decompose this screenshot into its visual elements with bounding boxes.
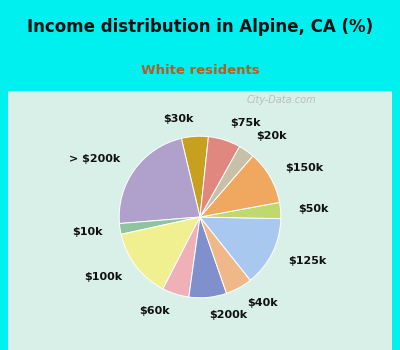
Text: $75k: $75k — [230, 118, 260, 128]
Text: $50k: $50k — [298, 204, 329, 214]
Text: $100k: $100k — [84, 272, 122, 282]
Text: $150k: $150k — [286, 163, 324, 173]
Text: City-Data.com: City-Data.com — [247, 95, 316, 105]
Wedge shape — [119, 138, 200, 224]
Wedge shape — [200, 202, 281, 219]
Text: $20k: $20k — [256, 131, 287, 141]
Text: White residents: White residents — [141, 64, 259, 77]
Wedge shape — [200, 136, 240, 217]
Text: $10k: $10k — [72, 226, 102, 237]
Text: $125k: $125k — [288, 256, 327, 266]
Wedge shape — [200, 156, 280, 217]
Wedge shape — [181, 136, 208, 217]
Text: Income distribution in Alpine, CA (%): Income distribution in Alpine, CA (%) — [27, 18, 373, 36]
Text: $60k: $60k — [140, 306, 170, 316]
Text: $200k: $200k — [210, 310, 248, 320]
Wedge shape — [200, 147, 253, 217]
Wedge shape — [200, 217, 281, 280]
Wedge shape — [121, 217, 200, 289]
Wedge shape — [200, 217, 250, 293]
Text: $40k: $40k — [248, 298, 278, 308]
Text: > $200k: > $200k — [69, 154, 120, 164]
Wedge shape — [189, 217, 226, 298]
Text: $30k: $30k — [163, 114, 194, 124]
Wedge shape — [120, 217, 200, 234]
Wedge shape — [163, 217, 200, 297]
